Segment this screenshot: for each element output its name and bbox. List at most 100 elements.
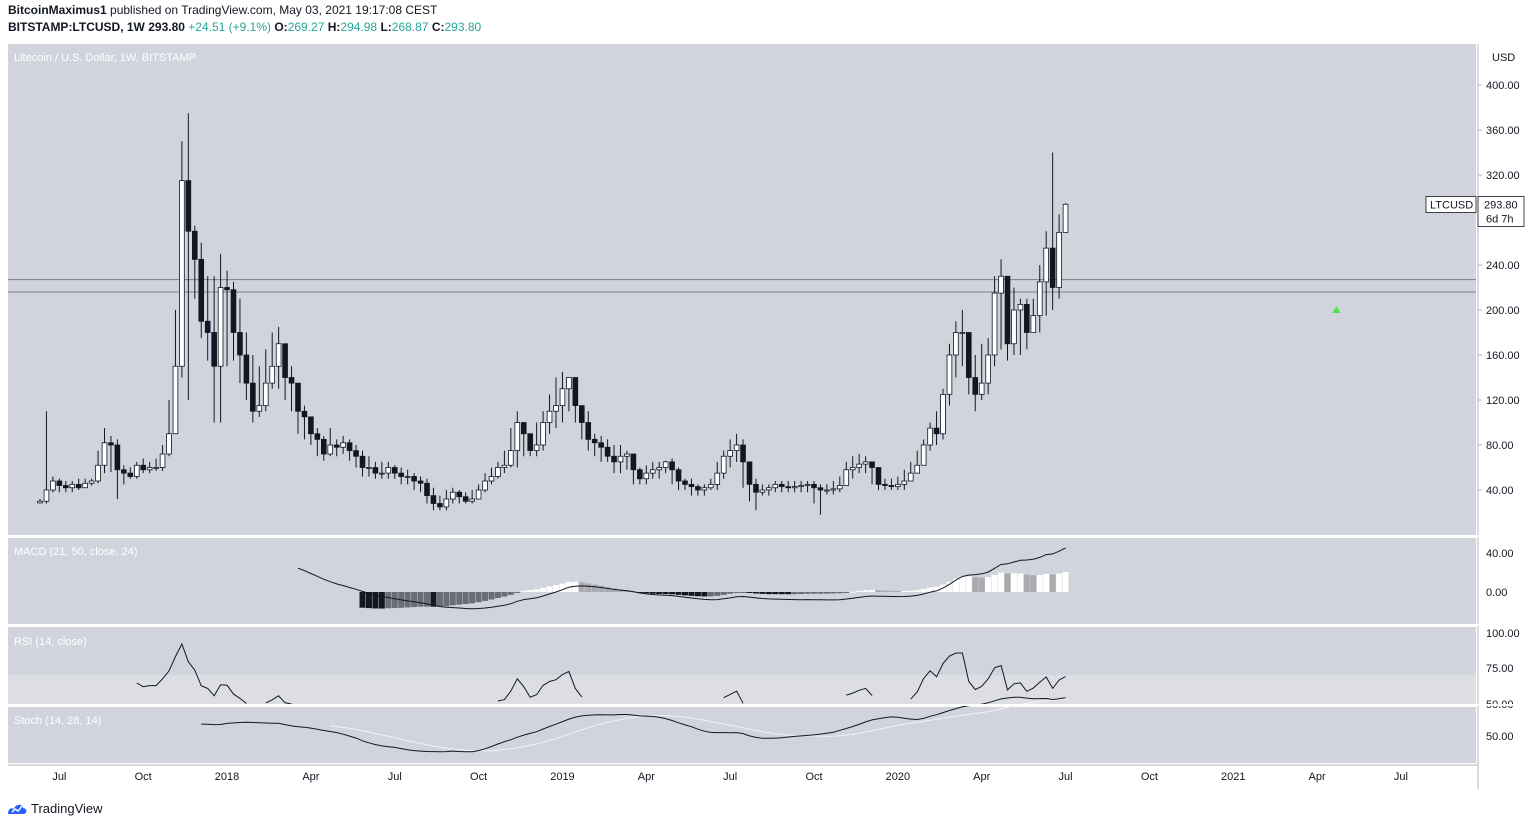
high-value: 294.98 (340, 20, 378, 34)
candle (772, 481, 779, 493)
candle (346, 439, 353, 461)
candle (359, 450, 366, 477)
candle-body (907, 472, 914, 482)
macd-histogram-bar (656, 592, 663, 595)
macd-histogram-bar (927, 587, 934, 592)
chart-title: Litecoin / U.S. Dollar, 1W, BITSTAMP (14, 52, 196, 64)
candle (907, 461, 914, 482)
candle (933, 411, 940, 445)
candle (153, 458, 159, 471)
candle (140, 458, 147, 474)
macd-histogram-bar (804, 592, 811, 594)
candle (624, 450, 630, 470)
macd-histogram-bar (540, 587, 547, 592)
macd-histogram-bar (862, 590, 869, 592)
candle (998, 259, 1004, 350)
macd-histogram-bar (359, 592, 366, 608)
candle (340, 436, 346, 454)
signal-marker-icon (1332, 306, 1341, 313)
candle-body (449, 491, 456, 500)
candle (727, 439, 733, 468)
candle-body (250, 382, 256, 412)
candle (449, 487, 456, 504)
macd-histogram-bar (843, 592, 850, 593)
candle-body (804, 483, 811, 486)
publisher-name[interactable]: BitcoinMaximus1 (8, 3, 107, 17)
candle-body (295, 382, 301, 412)
macd-histogram-bar (417, 592, 424, 607)
price-tick-label: 80.00 (1486, 440, 1514, 452)
candle (972, 355, 979, 412)
candle (256, 366, 263, 417)
candle (372, 461, 379, 479)
candle (353, 445, 359, 468)
footer-brand[interactable]: TradingView (31, 800, 103, 816)
macd-histogram-bar (817, 592, 824, 594)
candle-body (301, 410, 308, 418)
candle-body (617, 455, 624, 463)
candle-body (43, 489, 50, 502)
footer: TradingView (6, 799, 103, 817)
macd-histogram-bar (553, 585, 559, 592)
candle-body (269, 365, 275, 384)
macd-histogram-bar (1004, 573, 1011, 592)
macd-histogram-bar (720, 592, 727, 595)
candle-body (811, 483, 817, 489)
candle-body (95, 464, 101, 482)
candle (714, 461, 721, 490)
last-price: 293.80 (148, 20, 185, 34)
candle (211, 276, 217, 423)
candle-body (1062, 203, 1069, 233)
candle-body (533, 444, 540, 452)
candle-body (456, 491, 463, 498)
candle-body (746, 461, 753, 485)
candle-body (185, 180, 192, 232)
time-tick-label: Jul (1394, 771, 1408, 783)
macd-histogram-bar (391, 592, 398, 609)
candle (901, 469, 908, 490)
candle (895, 476, 901, 490)
candle-body (114, 444, 121, 471)
candle (830, 481, 837, 495)
price-tick-label: 40.00 (1486, 485, 1514, 497)
price-tick-label: 360.00 (1486, 125, 1520, 137)
macd-histogram-bar (1017, 573, 1024, 592)
macd-histogram-bar (578, 582, 585, 592)
macd-histogram-bar (856, 590, 863, 592)
candle (1036, 265, 1043, 333)
candle (837, 476, 843, 493)
candle-body (662, 461, 669, 468)
candle (875, 467, 882, 490)
open-label: O: (274, 20, 288, 34)
macd-histogram-bar (604, 587, 611, 592)
candle-body (1036, 281, 1043, 317)
time-tick-label: 2019 (550, 771, 574, 783)
macd-histogram-bar (662, 592, 669, 595)
candle-body (701, 487, 708, 491)
macd-histogram-bar (1043, 573, 1050, 592)
candle (527, 433, 533, 457)
candle-body (579, 405, 585, 423)
candle (604, 439, 611, 462)
candle-body (566, 377, 572, 390)
macd-histogram-bar (488, 592, 495, 600)
candle (166, 400, 172, 457)
candle-body (624, 453, 630, 457)
candle (946, 343, 953, 406)
macd-histogram-bar (494, 592, 501, 599)
candle-body (972, 377, 979, 395)
candle (437, 495, 443, 511)
candle (959, 310, 966, 367)
macd-histogram-bar (430, 592, 437, 607)
candle (262, 349, 269, 412)
candle-body (553, 405, 559, 412)
candle-body (733, 444, 740, 452)
candle-body (430, 495, 437, 504)
candle (82, 478, 88, 489)
candle-body (353, 450, 359, 457)
candle-body (585, 422, 592, 440)
candle-body (527, 433, 533, 452)
publish-line: BitcoinMaximus1 published on TradingView… (8, 3, 437, 17)
time-tick-label: 2020 (886, 771, 910, 783)
